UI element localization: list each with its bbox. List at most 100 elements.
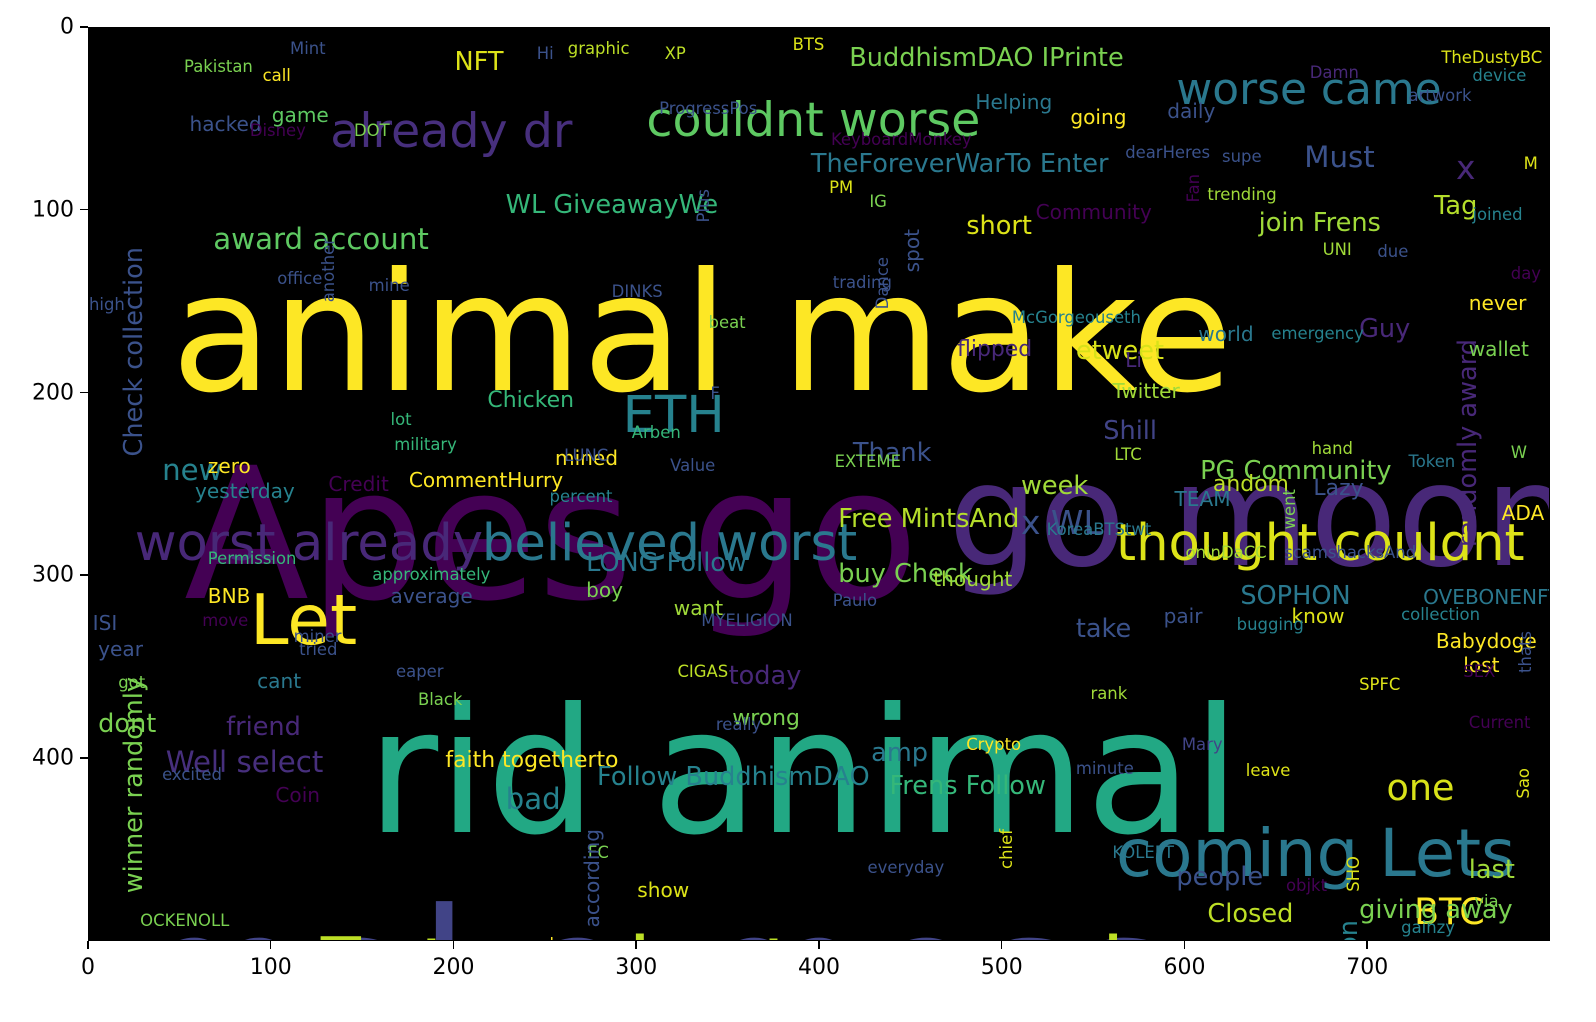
word-82: world: [1198, 322, 1254, 347]
word-56: faith togetherto: [445, 748, 619, 774]
word-36: Chicken: [487, 387, 575, 413]
word-27: etweet: [1075, 335, 1165, 366]
word-142: LUNC: [564, 446, 609, 466]
word-177: BTS: [792, 35, 825, 55]
word-191: went: [1280, 488, 1300, 530]
x-tick-label-0: 0: [81, 955, 95, 980]
word-155: scamshacksAnd: [1284, 543, 1417, 563]
word-22: join Frens: [1258, 207, 1381, 238]
word-65: Closed: [1207, 898, 1294, 929]
word-98: dearHeres: [1125, 142, 1211, 162]
word-39: week: [1021, 471, 1089, 502]
word-86: Helping: [975, 89, 1053, 114]
word-35: Thank: [852, 438, 932, 469]
word-110: year: [98, 636, 143, 661]
word-138: LTC: [1114, 444, 1142, 464]
word-76: OVEBONENFT: [1423, 585, 1550, 610]
word-112: cant: [257, 669, 302, 694]
word-113: tried: [299, 640, 338, 660]
word-61: friend: [226, 712, 301, 743]
word-106: boy: [586, 578, 624, 603]
word-111: got: [118, 673, 146, 693]
word-129: KOLEFT: [1112, 843, 1174, 863]
word-32: x WL: [1021, 502, 1102, 542]
word-26: Community: [1035, 199, 1152, 224]
word-123: Coin: [275, 782, 321, 807]
word-128: everyday: [867, 857, 945, 877]
word-178: Hi: [536, 44, 554, 64]
word-15: BTC: [1413, 890, 1485, 934]
word-137: TEAM: [1174, 486, 1231, 511]
x-tick-label-7: 700: [1346, 955, 1389, 980]
x-tick-mark-6: [1183, 941, 1185, 949]
word-189: spot: [900, 229, 925, 273]
word-143: Credit: [328, 472, 389, 497]
word-66: giving away: [1359, 895, 1513, 926]
x-tick-label-3: 300: [615, 955, 658, 980]
x-tick-label-5: 500: [980, 955, 1023, 980]
word-124: OCKENOLL: [140, 910, 230, 930]
word-104: average: [390, 583, 473, 608]
word-14: ETH: [622, 384, 725, 445]
y-tick-label-0: 0: [60, 14, 74, 40]
word-156: collection: [1401, 605, 1481, 625]
word-134: UNI: [1322, 239, 1352, 259]
word-93: Disney: [249, 121, 306, 141]
word-168: via: [1474, 892, 1499, 912]
word-67: last: [1468, 854, 1515, 885]
word-38: CommentHurry: [408, 468, 564, 493]
word-30: Shill: [1103, 416, 1158, 447]
word-149: DINKS: [611, 281, 663, 301]
word-23: Must: [1304, 140, 1375, 175]
word-0: animal make: [171, 237, 1233, 430]
word-161: eaper: [396, 662, 444, 682]
word-9: worst already: [134, 512, 483, 573]
word-10: couldnt worse: [646, 93, 981, 149]
word-81: Guy: [1359, 313, 1411, 344]
word-165: bugging: [1236, 614, 1304, 634]
word-170: b: [550, 936, 560, 940]
word-122: excited: [162, 764, 222, 784]
word-52: pair: [1163, 603, 1203, 628]
word-100: trending: [1207, 185, 1277, 205]
word-28: flipped: [957, 336, 1033, 362]
x-tick-label-4: 400: [798, 955, 840, 980]
word-50: know: [1291, 603, 1345, 628]
word-25: short: [966, 211, 1032, 242]
word-167: objkt: [1286, 876, 1328, 896]
word-182: due: [1377, 241, 1409, 261]
word-140: EXTEME: [834, 451, 901, 471]
word-84: going: [1070, 104, 1127, 129]
word-103: approximately: [372, 565, 491, 585]
x-tick-label-6: 600: [1163, 955, 1206, 980]
word-7: thought couldnt: [1116, 512, 1525, 573]
y-tick-mark-4: [80, 757, 88, 759]
word-13: Let: [249, 581, 358, 662]
word-99: supe: [1222, 146, 1262, 166]
word-132: gainzy: [1401, 918, 1455, 938]
word-78: NFT: [454, 46, 504, 77]
y-tick-mark-0: [80, 26, 88, 28]
word-146: office: [277, 269, 323, 289]
word-101: McGorgeouseth: [1011, 307, 1141, 327]
word-187: another: [319, 238, 339, 303]
word-80: wallet: [1468, 336, 1529, 361]
word-144: military: [394, 435, 457, 455]
word-1: Apes go: [184, 428, 919, 642]
word-120: SEX: [1463, 662, 1496, 682]
word-186: Plus: [693, 188, 713, 223]
word-54: today: [728, 661, 802, 692]
word-75: lost: [1463, 653, 1500, 677]
word-34: buy Check: [838, 558, 973, 589]
word-5: Exterminator coming: [312, 927, 1237, 940]
word-159: move: [202, 610, 249, 630]
word-153: Token: [1408, 451, 1456, 471]
word-63: bad: [505, 781, 561, 816]
word-53: thought: [933, 567, 1013, 592]
word-64: people: [1176, 862, 1264, 893]
word-118: leave: [1245, 760, 1291, 780]
word-19: WL GiveawayWe: [505, 189, 719, 220]
word-42: new: [162, 452, 223, 487]
word-77: ADA: [1501, 501, 1545, 526]
word-97: artwork: [1408, 86, 1472, 106]
